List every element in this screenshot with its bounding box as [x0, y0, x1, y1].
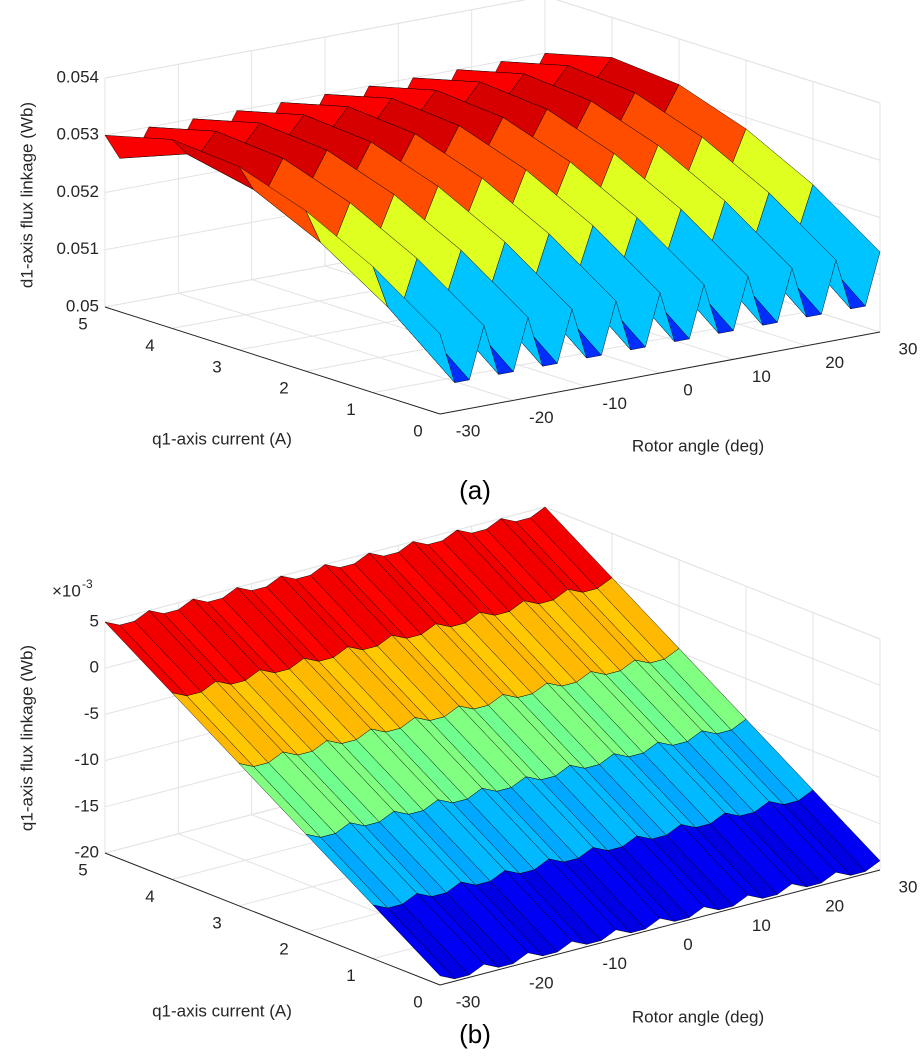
grid-line	[104, 0, 527, 79]
z-multiplier: ×10	[52, 581, 81, 600]
y-tick-label: 2	[279, 379, 288, 398]
z-axis-label: q1-axis flux linkage (Wb)	[17, 645, 36, 831]
x-tick-label: 20	[825, 897, 844, 916]
caption: (b)	[459, 1019, 491, 1049]
axis-line	[439, 331, 881, 415]
y-tick-label: 5	[78, 860, 87, 879]
caption: (a)	[459, 475, 491, 505]
y-tick-label: 0	[413, 421, 422, 440]
y-tick-label: 4	[145, 887, 154, 906]
x-tick-label: 30	[899, 339, 918, 358]
z-tick-label: -5	[84, 704, 99, 723]
y-axis-label: q1-axis current (A)	[152, 429, 292, 448]
z-tick-label: -15	[74, 796, 99, 815]
x-tick-label: -20	[529, 973, 554, 992]
z-multiplier-exponent: -3	[82, 577, 93, 591]
z-tick-label: 0.051	[56, 239, 99, 258]
x-tick-label: 30	[899, 877, 918, 896]
y-axis-label: q1-axis current (A)	[152, 1001, 292, 1020]
z-tick-label: 0.053	[56, 125, 99, 144]
x-tick-label: 0	[683, 935, 692, 954]
x-axis-label: Rotor angle (deg)	[632, 436, 764, 455]
z-tick-label: -20	[74, 842, 99, 861]
grid-line	[555, 0, 881, 104]
z-tick-label: 0.05	[66, 296, 99, 315]
x-tick-label: -30	[456, 421, 481, 440]
x-tick-label: -30	[456, 992, 481, 1011]
y-tick-label: 3	[212, 357, 221, 376]
y-tick-label: 1	[346, 966, 355, 985]
x-tick-label: 0	[683, 380, 692, 399]
surface-patch	[372, 266, 455, 383]
x-tick-label: -10	[602, 394, 627, 413]
x-axis-label: Rotor angle (deg)	[632, 1007, 764, 1026]
y-tick-label: 0	[413, 992, 422, 1011]
y-tick-label: 3	[212, 913, 221, 932]
x-tick-label: 10	[752, 367, 771, 386]
z-axis-label: d1-axis flux linkage (Wb)	[17, 102, 36, 288]
y-tick-label: 4	[145, 336, 154, 355]
x-tick-label: -10	[602, 954, 627, 973]
axis-line	[104, 306, 441, 415]
surface-patch	[372, 904, 455, 980]
z-tick-label: 5	[90, 611, 99, 630]
x-tick-label: 10	[752, 916, 771, 935]
grid-line	[544, 506, 881, 640]
x-tick-label: -20	[529, 408, 554, 427]
x-tick-label: 20	[825, 353, 844, 372]
z-tick-label: -10	[74, 750, 99, 769]
y-tick-label: 5	[78, 314, 87, 333]
y-tick-label: 1	[346, 400, 355, 419]
grid-line	[178, 292, 514, 401]
z-tick-label: 0.052	[56, 182, 99, 201]
z-tick-label: 0.054	[56, 67, 99, 86]
z-tick-label: 0	[90, 658, 99, 677]
axis-line	[104, 852, 441, 986]
y-tick-label: 2	[279, 940, 288, 959]
axis-line	[439, 869, 881, 986]
